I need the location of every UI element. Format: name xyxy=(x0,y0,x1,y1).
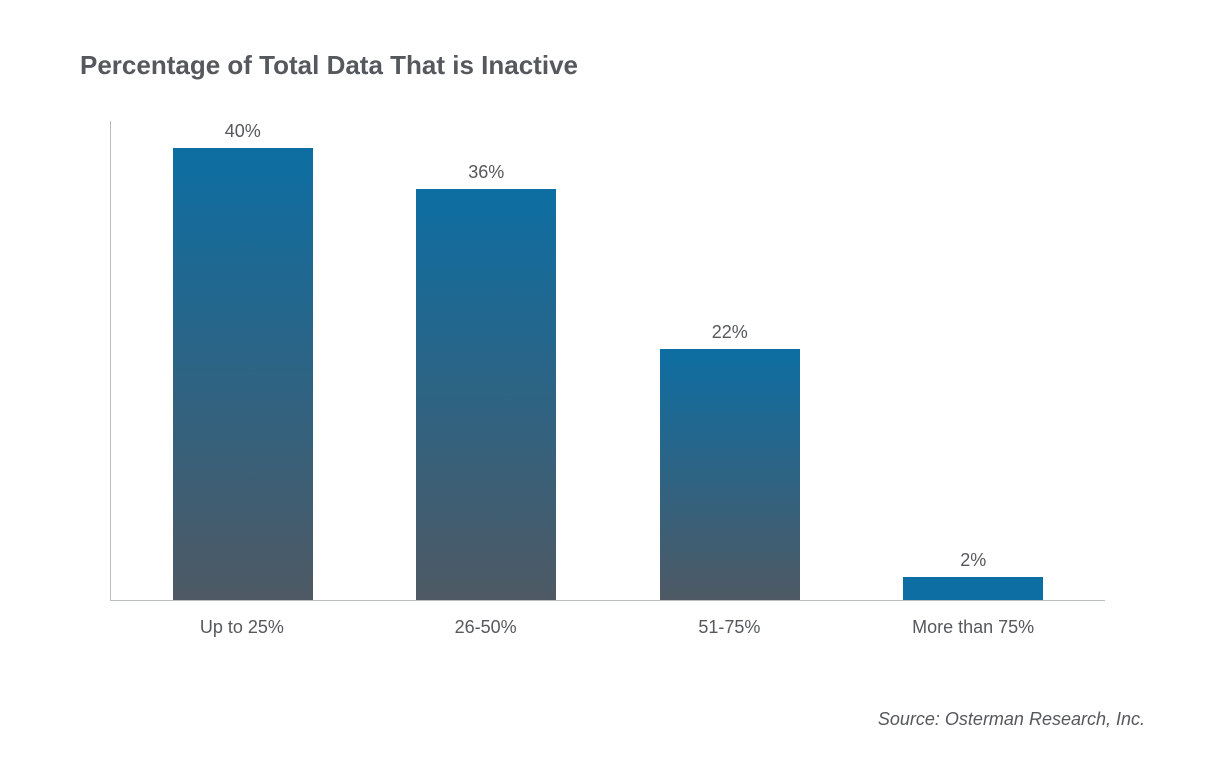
category-label: 51-75% xyxy=(608,617,852,638)
bar-value-label: 40% xyxy=(225,121,261,142)
bar-rect xyxy=(903,577,1043,600)
category-axis: Up to 25% 26-50% 51-75% More than 75% xyxy=(110,617,1105,638)
category-label: More than 75% xyxy=(851,617,1095,638)
bar-value-label: 2% xyxy=(960,550,986,571)
bar-rect xyxy=(416,189,556,600)
bar-slot: 40% xyxy=(121,121,365,600)
chart-title: Percentage of Total Data That is Inactiv… xyxy=(80,50,1145,81)
category-label: 26-50% xyxy=(364,617,608,638)
bar-value-label: 22% xyxy=(712,322,748,343)
bar-slot: 36% xyxy=(365,121,609,600)
bar-slot: 22% xyxy=(608,121,852,600)
bar-value-label: 36% xyxy=(468,162,504,183)
source-attribution: Source: Osterman Research, Inc. xyxy=(878,709,1145,730)
plot-area: 40% 36% 22% 2% xyxy=(110,121,1105,601)
chart-container: Percentage of Total Data That is Inactiv… xyxy=(0,0,1205,768)
bar-rect xyxy=(660,349,800,600)
bar-slot: 2% xyxy=(852,121,1096,600)
category-label: Up to 25% xyxy=(120,617,364,638)
bar-rect xyxy=(173,148,313,600)
